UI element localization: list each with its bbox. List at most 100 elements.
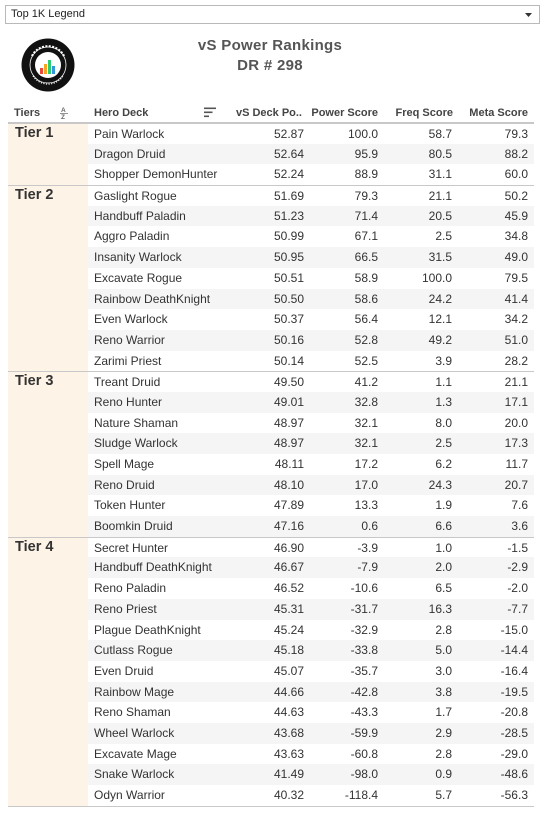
meta-score-cell: 50.2 xyxy=(504,189,528,204)
table-row[interactable]: Token Hunter 47.89 13.3 1.9 7.6 xyxy=(8,495,534,517)
hero-deck-cell: Excavate Mage xyxy=(94,746,177,761)
table-row[interactable]: Spell Mage 48.11 17.2 6.2 11.7 xyxy=(8,454,534,475)
freq-score-cell: 6.5 xyxy=(435,581,452,596)
sort-icon[interactable] xyxy=(204,107,217,118)
table-row[interactable]: Reno Hunter 49.01 32.8 1.3 17.1 xyxy=(8,391,534,413)
tier-cell xyxy=(8,640,88,661)
power-score-cell: 32.1 xyxy=(354,415,378,430)
table-row[interactable]: Reno Warrior 50.16 52.8 49.2 51.0 xyxy=(8,329,534,351)
vs-deck-power-cell: 41.49 xyxy=(273,767,304,782)
tier-cell xyxy=(8,226,88,248)
meta-score-cell: -14.4 xyxy=(500,643,528,658)
table-row[interactable]: Even Druid 45.07 -35.7 3.0 -16.4 xyxy=(8,660,534,682)
table-row[interactable]: Shopper DemonHunter 52.24 88.9 31.1 60.0 xyxy=(8,164,534,186)
data-reaper-logo xyxy=(21,38,75,92)
tier-label: Tier 1 xyxy=(15,125,54,141)
table-row[interactable]: Handbuff DeathKnight 46.67 -7.9 2.0 -2.9 xyxy=(8,557,534,579)
hero-deck-cell: Dragon Druid xyxy=(94,146,166,161)
freq-score-cell: 58.7 xyxy=(428,127,452,141)
freq-score-cell: 1.9 xyxy=(435,498,452,513)
freq-score-cell: 2.5 xyxy=(435,436,452,451)
hero-deck-cell: Nature Shaman xyxy=(94,415,179,430)
meta-score-cell: 17.3 xyxy=(504,436,528,451)
column-header-meta-score[interactable]: Meta Score xyxy=(469,107,528,119)
table-row[interactable]: Plague DeathKnight 45.24 -32.9 2.8 -15.0 xyxy=(8,619,534,641)
vs-deck-power-cell: 51.69 xyxy=(273,189,304,204)
freq-score-cell: 12.1 xyxy=(428,312,452,327)
table-row[interactable]: Handbuff Paladin 51.23 71.4 20.5 45.9 xyxy=(8,205,534,227)
vs-deck-power-cell: 48.11 xyxy=(274,457,304,471)
chevron-down-icon[interactable] xyxy=(524,10,533,19)
table-row[interactable]: Excavate Rogue 50.51 58.9 100.0 79.5 xyxy=(8,267,534,289)
hero-deck-cell: Excavate Rogue xyxy=(94,270,183,285)
table-row[interactable]: Tier 3 Treant Druid 49.50 41.2 1.1 21.1 xyxy=(8,371,534,392)
hero-deck-cell: Boomkin Druid xyxy=(94,519,173,534)
table-row[interactable]: Reno Druid 48.10 17.0 24.3 20.7 xyxy=(8,474,534,496)
tier-cell xyxy=(8,433,88,454)
table-row[interactable]: Tier 2 Gaslight Rogue 51.69 79.3 21.1 50.2 xyxy=(8,185,534,206)
tier-label: Tier 2 xyxy=(15,187,54,204)
sort-ascending-icon[interactable]: A Z xyxy=(60,105,70,121)
column-header-hero-deck[interactable]: Hero Deck xyxy=(94,107,149,119)
power-score-cell: -10.6 xyxy=(350,581,378,596)
column-header-power-score[interactable]: Power Score xyxy=(311,107,378,119)
vs-deck-power-cell: 48.97 xyxy=(273,436,304,451)
tier-cell xyxy=(8,288,88,310)
table-row[interactable]: Dragon Druid 52.64 95.9 80.5 88.2 xyxy=(8,143,534,165)
table-row[interactable]: Sludge Warlock 48.97 32.1 2.5 17.3 xyxy=(8,433,534,454)
table-row[interactable]: Tier 1 Pain Warlock 52.87 100.0 58.7 79.3 xyxy=(8,123,534,144)
column-header-freq-score[interactable]: Freq Score xyxy=(395,107,453,119)
tier-cell xyxy=(8,186,88,206)
power-score-cell: -98.0 xyxy=(350,767,378,782)
row-background xyxy=(88,474,534,496)
column-header-vs-deck-power[interactable]: vS Deck Po.. xyxy=(235,107,302,119)
tier-cell xyxy=(8,785,88,806)
tier-cell xyxy=(8,391,88,413)
table-row[interactable]: Insanity Warlock 50.95 66.5 31.5 49.0 xyxy=(8,247,534,268)
power-score-cell: -3.9 xyxy=(357,540,378,555)
hero-deck-cell: Spell Mage xyxy=(94,457,155,471)
power-score-cell: 32.8 xyxy=(354,394,378,409)
meta-score-cell: 17.1 xyxy=(504,394,528,409)
table-row[interactable]: Even Warlock 50.37 56.4 12.1 34.2 xyxy=(8,309,534,330)
table-row[interactable]: Odyn Warrior 40.32 -118.4 5.7 -56.3 xyxy=(8,785,534,806)
table-row[interactable]: Wheel Warlock 43.68 -59.9 2.9 -28.5 xyxy=(8,722,534,744)
vs-deck-power-cell: 52.24 xyxy=(273,167,304,182)
meta-score-cell: -19.5 xyxy=(500,684,528,699)
vs-deck-power-cell: 48.10 xyxy=(273,477,304,492)
table-row[interactable]: Excavate Mage 43.63 -60.8 2.8 -29.0 xyxy=(8,743,534,765)
meta-score-cell: 11.7 xyxy=(505,457,528,471)
power-score-cell: 32.1 xyxy=(354,436,378,451)
table-row[interactable]: Nature Shaman 48.97 32.1 8.0 20.0 xyxy=(8,412,534,434)
table-row[interactable]: Reno Paladin 46.52 -10.6 6.5 -2.0 xyxy=(8,578,534,599)
vs-deck-power-cell: 46.90 xyxy=(273,540,304,555)
row-background xyxy=(88,722,534,744)
vs-deck-power-cell: 52.87 xyxy=(273,127,304,141)
table-row[interactable]: Boomkin Druid 47.16 0.6 6.6 3.6 xyxy=(8,516,534,537)
meta-score-cell: -1.5 xyxy=(507,540,528,555)
table-row[interactable]: Zarimi Priest 50.14 52.5 3.9 28.2 xyxy=(8,350,534,372)
power-score-cell: 56.4 xyxy=(354,312,378,327)
freq-score-cell: 100.0 xyxy=(421,270,452,285)
leaderboard-filter-dropdown[interactable]: Top 1K Legend xyxy=(5,5,540,24)
freq-score-cell: 80.5 xyxy=(428,146,452,161)
power-score-cell: 71.4 xyxy=(354,208,378,223)
power-score-cell: -35.7 xyxy=(350,663,378,678)
vs-deck-power-cell: 49.50 xyxy=(273,375,304,390)
hero-deck-cell: Odyn Warrior xyxy=(94,788,165,802)
power-score-cell: 67.1 xyxy=(354,229,378,244)
table-row[interactable]: Snake Warlock 41.49 -98.0 0.9 -48.6 xyxy=(8,764,534,785)
table-row[interactable]: Aggro Paladin 50.99 67.1 2.5 34.8 xyxy=(8,226,534,248)
column-header-tiers[interactable]: Tiers xyxy=(14,107,41,119)
table-row[interactable]: Rainbow Mage 44.66 -42.8 3.8 -19.5 xyxy=(8,681,534,703)
hero-deck-cell: Reno Priest xyxy=(94,601,157,616)
row-background xyxy=(88,247,534,268)
hero-deck-cell: Plague DeathKnight xyxy=(94,622,201,637)
table-row[interactable]: Reno Priest 45.31 -31.7 16.3 -7.7 xyxy=(8,598,534,620)
table-row[interactable]: Reno Shaman 44.63 -43.3 1.7 -20.8 xyxy=(8,702,534,723)
table-row[interactable]: Cutlass Rogue 45.18 -33.8 5.0 -14.4 xyxy=(8,640,534,661)
table-row[interactable]: Rainbow DeathKnight 50.50 58.6 24.2 41.4 xyxy=(8,288,534,310)
table-row[interactable]: Tier 4 Secret Hunter 46.90 -3.9 1.0 -1.5 xyxy=(8,536,534,558)
tier-cell xyxy=(8,660,88,682)
row-background xyxy=(88,288,534,310)
